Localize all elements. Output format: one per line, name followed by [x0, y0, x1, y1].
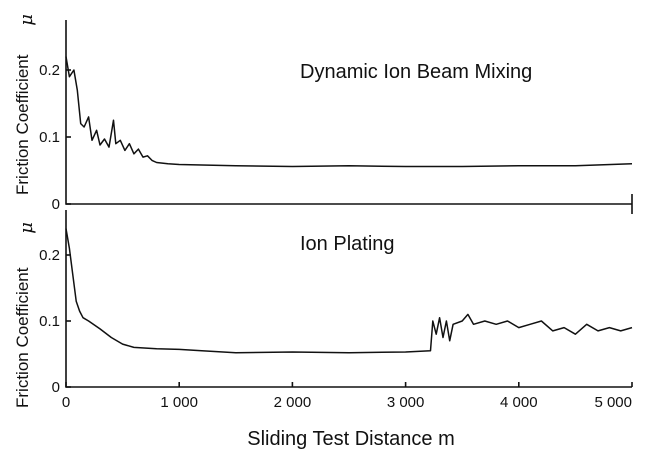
x-tick-label: 2 000 — [274, 394, 312, 411]
panel-dynamic-ion-beam-mixing: Dynamic Ion Beam Mixing Friction Coeffic… — [13, 14, 633, 214]
y-tick-label: 0.1 — [39, 129, 60, 146]
y-tick-label: 0.2 — [39, 247, 60, 264]
x-tick-label: 4 000 — [500, 394, 538, 411]
series-line — [65, 56, 633, 168]
y-axis-symbol: μ — [16, 222, 37, 234]
x-tick-label: 1 000 — [160, 394, 198, 411]
y-tick-label: 0.1 — [39, 313, 60, 330]
y-axis-label: Friction Coefficient — [13, 267, 32, 408]
panel-title: Ion Plating — [300, 233, 395, 255]
y-axis-label: Friction Coefficient — [13, 54, 32, 195]
x-tick-label: 5 000 — [594, 394, 632, 411]
y-tick-label: 0 — [52, 196, 60, 213]
top-axis-frame — [65, 20, 633, 214]
y-tick-label: 0 — [52, 379, 60, 396]
x-tick-label: 0 — [62, 394, 70, 411]
panel-title: Dynamic Ion Beam Mixing — [300, 61, 532, 83]
x-axis-label: Sliding Test Distance m — [247, 428, 455, 450]
panel-ion-plating: Ion Plating Friction Coefficient μ 0 0.1 0… — [13, 210, 633, 411]
series-line — [65, 228, 633, 354]
y-axis-symbol: μ — [16, 14, 37, 26]
bottom-axis-frame — [65, 210, 632, 388]
x-tick-label: 3 000 — [387, 394, 425, 411]
y-tick-label: 0.2 — [39, 62, 60, 79]
